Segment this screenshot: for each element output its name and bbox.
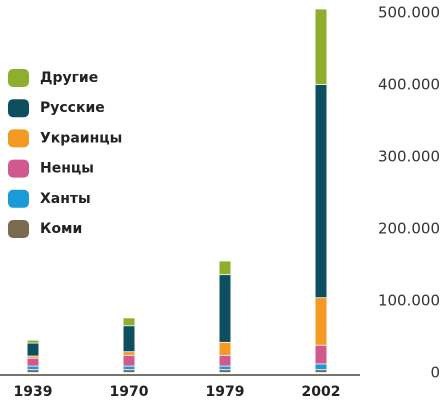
bar-segment [315,298,327,345]
bar-segment [27,366,39,370]
legend-swatch [8,159,29,178]
bar-segment [219,275,231,342]
bar-segment [27,343,39,356]
bar-segment [123,355,135,366]
bar-segment [123,370,135,373]
legend-label: Украинцы [40,130,122,146]
bar-segment [219,366,231,370]
y-tick-label: 100.000 [378,292,440,310]
x-tick-label: 2002 [302,384,341,400]
bar-segment [219,261,231,275]
y-tick-label: 0 [430,364,440,382]
y-tick-label: 300.000 [378,148,440,166]
legend-swatch [8,69,29,87]
x-tick-label: 1970 [110,384,149,400]
bar-segment [27,356,39,358]
bar-segment [315,9,327,85]
legend-label: Другие [40,70,98,86]
y-tick-label: 500.000 [378,4,440,22]
bar-segment [123,352,135,355]
bar-segment [315,364,327,370]
bar-segment [123,318,135,326]
x-tick-label: 1939 [14,384,53,400]
bar-segment [27,370,39,373]
legend-swatch [8,129,29,148]
x-tick-label: 1979 [206,384,245,400]
y-tick-label: 200.000 [378,220,440,238]
legend-swatch [8,99,29,118]
bar-segment [315,85,327,298]
legend-label: Ненцы [40,161,94,177]
legend-swatch [8,220,29,238]
bar-segment [123,326,135,352]
bar-segment [27,358,39,366]
legend-label: Русские [40,100,105,116]
bar-segment [219,370,231,373]
bar-segment [27,340,39,343]
legend-swatch [8,189,29,208]
legend-label: Коми [40,221,82,237]
bar-segment [219,342,231,355]
bar-segment [315,370,327,373]
bar-segment [123,366,135,370]
y-tick-label: 400.000 [378,76,440,94]
bar-segment [315,345,327,364]
legend-label: Ханты [40,191,91,207]
bar-segment [219,355,231,366]
